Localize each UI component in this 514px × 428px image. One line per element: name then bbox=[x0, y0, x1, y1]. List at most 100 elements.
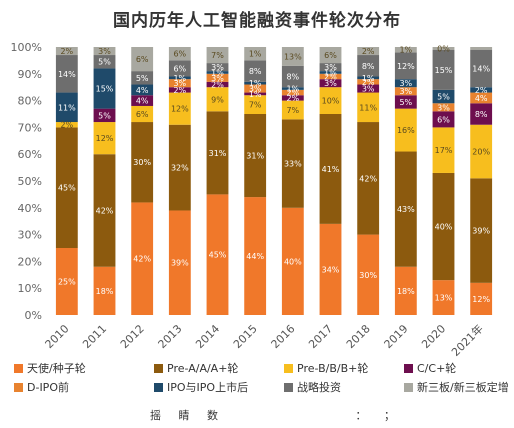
bar-segment bbox=[131, 84, 154, 96]
data-label: 1% bbox=[173, 74, 186, 83]
y-tick-label: 20% bbox=[18, 255, 42, 268]
bar-segment bbox=[168, 87, 191, 93]
bar-segment bbox=[432, 172, 455, 281]
bar-segment bbox=[357, 234, 380, 315]
bar-segment bbox=[357, 47, 380, 56]
bar-segment bbox=[93, 55, 116, 69]
legend-label: 新三板/新三板定增 bbox=[417, 381, 509, 394]
source-text-e: ； bbox=[384, 409, 395, 422]
data-label-layer: 25%45%2%11%14%2%18%42%12%5%15%5%3%42%30%… bbox=[58, 44, 491, 304]
data-label: 1% bbox=[399, 46, 412, 55]
bar-segment bbox=[244, 95, 267, 114]
data-label: 5% bbox=[98, 58, 111, 67]
bar-segment bbox=[470, 178, 493, 283]
data-label: 40% bbox=[435, 223, 453, 232]
x-tick-label: 2020 bbox=[419, 322, 448, 351]
legend-item: D-IPO前 bbox=[14, 379, 69, 395]
data-label: 2% bbox=[362, 47, 375, 56]
data-label: 8% bbox=[475, 110, 488, 119]
data-label: 12% bbox=[472, 295, 490, 304]
data-label: 6% bbox=[173, 64, 186, 73]
legend-item: 新三板/新三板定增 bbox=[404, 379, 509, 395]
y-tick-label: 60% bbox=[18, 148, 42, 161]
bar-segment bbox=[55, 127, 78, 248]
data-label: 2% bbox=[173, 86, 186, 95]
bar-segment bbox=[131, 202, 154, 315]
legend-item: C/C+轮 bbox=[404, 360, 456, 376]
data-label: 34% bbox=[322, 265, 340, 274]
legend-swatch bbox=[404, 364, 413, 373]
bar-segment bbox=[394, 151, 417, 267]
data-label: 8% bbox=[362, 62, 375, 71]
bar-segment bbox=[470, 47, 493, 50]
bar-segment bbox=[131, 71, 154, 85]
data-label: 3% bbox=[98, 47, 111, 56]
legend-swatch bbox=[284, 383, 293, 392]
data-label: 18% bbox=[96, 287, 114, 296]
data-label: 2% bbox=[60, 121, 73, 130]
data-label: 33% bbox=[284, 160, 302, 169]
data-label: 14% bbox=[58, 70, 76, 79]
x-tick-label: 2014 bbox=[193, 322, 222, 351]
bar-segment bbox=[244, 114, 267, 198]
data-label: 3% bbox=[249, 85, 262, 94]
bar-segment bbox=[168, 79, 191, 88]
data-label: 20% bbox=[472, 148, 490, 157]
bar-segment bbox=[357, 79, 380, 85]
data-label: 1% bbox=[249, 50, 262, 59]
bar-segment bbox=[206, 81, 229, 88]
data-label: 3% bbox=[362, 85, 375, 94]
y-tick-label: 0% bbox=[25, 309, 42, 322]
bar-segment bbox=[281, 95, 304, 101]
data-label: 8% bbox=[249, 67, 262, 76]
bar-segment bbox=[432, 49, 455, 90]
data-label: 8% bbox=[286, 72, 299, 81]
data-label: 3% bbox=[437, 103, 450, 112]
legend-item: 战略投资 bbox=[284, 379, 341, 395]
data-label: 3% bbox=[173, 79, 186, 88]
y-tick-label: 90% bbox=[18, 68, 42, 81]
data-label: 25% bbox=[58, 278, 76, 287]
data-label: 45% bbox=[209, 251, 227, 260]
y-tick-label: 100% bbox=[11, 41, 42, 54]
data-label: 30% bbox=[133, 158, 151, 167]
data-label: 10% bbox=[322, 97, 340, 106]
bar-segment bbox=[93, 154, 116, 267]
legend-label: IPO与IPO上市后 bbox=[167, 381, 249, 394]
y-tick-label: 40% bbox=[18, 202, 42, 215]
data-label: 1% bbox=[324, 68, 337, 77]
bar-segment bbox=[394, 95, 417, 109]
data-label: 1% bbox=[249, 79, 262, 88]
bar-segment bbox=[394, 79, 417, 88]
bar-segment bbox=[55, 122, 78, 128]
data-label: 3% bbox=[211, 74, 224, 83]
data-label: 30% bbox=[359, 271, 377, 280]
x-tick-label: 2012 bbox=[118, 322, 147, 351]
x-tick-label: 2016 bbox=[269, 322, 298, 351]
bar-segment bbox=[432, 89, 455, 104]
data-label: 13% bbox=[284, 52, 302, 61]
data-label: 14% bbox=[472, 64, 490, 73]
data-label: 5% bbox=[98, 111, 111, 120]
bar-segment bbox=[281, 100, 304, 120]
bar-segment bbox=[55, 92, 78, 123]
bar-segment bbox=[470, 92, 493, 104]
bar-segment bbox=[319, 114, 342, 224]
data-label: 43% bbox=[397, 205, 415, 214]
bar-segment bbox=[93, 68, 116, 109]
bar-segment bbox=[55, 55, 78, 93]
bar-segment bbox=[470, 103, 493, 125]
bar-segment bbox=[206, 194, 229, 315]
data-label: 2% bbox=[362, 78, 375, 87]
data-label: 39% bbox=[472, 227, 490, 236]
data-label: 2% bbox=[211, 81, 224, 90]
bar-segment bbox=[93, 108, 116, 123]
bar-segment bbox=[357, 76, 380, 80]
data-label: 6% bbox=[324, 51, 337, 60]
bar-segment bbox=[206, 63, 229, 72]
data-label: 41% bbox=[322, 165, 340, 174]
data-label: 0% bbox=[437, 44, 450, 53]
data-label: 3% bbox=[211, 63, 224, 72]
data-label: 3% bbox=[324, 79, 337, 88]
bar-segment bbox=[55, 47, 78, 56]
